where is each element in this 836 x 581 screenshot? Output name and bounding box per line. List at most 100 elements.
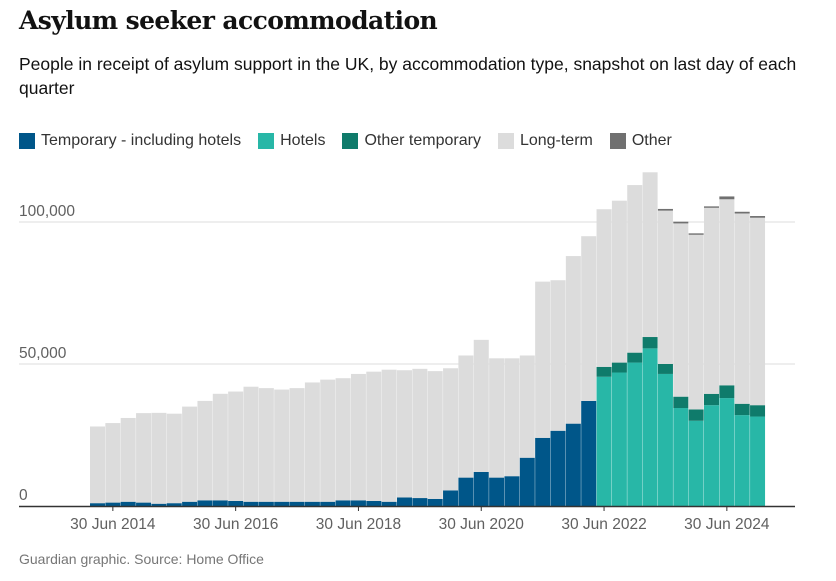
bar-segment [197, 500, 213, 506]
bar-segment [243, 386, 259, 502]
bar-segment [136, 502, 152, 506]
chart-title: Asylum seeker accommodation [19, 6, 438, 35]
y-tick-label: 0 [19, 487, 28, 504]
bar-segment [565, 423, 581, 506]
bar-segment [228, 391, 244, 501]
bar-segment [657, 210, 673, 364]
bar-segment [704, 393, 719, 406]
bar-segment [350, 500, 366, 506]
bar-segment [427, 371, 443, 499]
bar-segment [212, 393, 228, 501]
bar-segment [458, 477, 474, 506]
bar-segment [350, 373, 366, 501]
bar-segment [320, 379, 336, 502]
bar-segment [151, 412, 167, 504]
legend: Temporary - including hotels Hotels Othe… [19, 131, 689, 151]
source-note: Guardian graphic. Source: Home Office [19, 551, 264, 567]
bar-segment [274, 501, 290, 506]
bar-segment [719, 199, 735, 386]
bar-segment [673, 221, 689, 224]
bar-segment [412, 368, 428, 499]
bar-segment [688, 409, 704, 421]
bar-segment [443, 368, 459, 491]
bar-segment [120, 501, 136, 506]
bar-segment [90, 503, 105, 506]
bar-segment [719, 398, 735, 506]
legend-label-other: Other [631, 132, 672, 149]
bar-segment [688, 420, 704, 506]
bar-segment [397, 497, 412, 506]
bar-segment [197, 400, 213, 501]
x-tick-label: 30 Jun 2024 [684, 516, 770, 533]
x-tick-label: 30 Jun 2018 [316, 516, 401, 533]
bar-segment [581, 400, 597, 506]
legend-swatch-other [609, 133, 626, 149]
y-tick-label: 50,000 [19, 345, 67, 362]
bar-segment [627, 362, 643, 506]
bar-segment [750, 405, 766, 417]
x-tick-label: 30 Jun 2022 [561, 516, 646, 533]
bar-segment [212, 500, 228, 506]
bar-segment [688, 234, 704, 410]
bar-segment [565, 256, 581, 424]
bar-segment [458, 355, 474, 478]
y-tick-label: 100,000 [19, 203, 75, 220]
bar-segment [550, 430, 566, 506]
bar-segment [704, 207, 719, 394]
bar-segment [381, 501, 397, 506]
bar-segment [673, 408, 689, 506]
bar-segment [719, 385, 735, 399]
chart-subtitle: People in receipt of asylum support in t… [19, 54, 797, 98]
bar-segment [734, 213, 750, 404]
legend-item-other-temporary: Other temporary [342, 132, 481, 150]
bar-segment [642, 348, 658, 506]
bar-segment [688, 233, 704, 235]
bar-segment [381, 369, 397, 502]
bar-segment [258, 501, 274, 506]
bar-segment [611, 200, 627, 363]
bar-segment [182, 501, 198, 506]
bar-segment [704, 206, 719, 208]
bar-segment [335, 378, 351, 501]
bar-segment [519, 457, 535, 506]
y-axis-labels: 0 50,000 100,000 [19, 203, 75, 504]
bar-segment [750, 216, 766, 218]
bar-segment [151, 503, 167, 506]
bar-segment [366, 500, 382, 506]
bar-segment [105, 502, 121, 506]
bar-segment [427, 498, 443, 506]
bar-segment [304, 382, 320, 502]
bar-segment [473, 471, 489, 506]
bar-segment [673, 223, 689, 397]
bar-segment [243, 501, 259, 506]
legend-swatch-hotels [258, 133, 275, 149]
bar-segment [473, 339, 489, 472]
bar-segment [596, 209, 612, 367]
legend-item-other: Other [609, 132, 672, 150]
legend-label-other-temporary: Other temporary [364, 132, 481, 149]
bar-segment [289, 388, 305, 502]
bar-segment [550, 280, 566, 431]
bar-segment [581, 236, 597, 401]
bar-segment [673, 396, 689, 409]
x-tick-label: 30 Jun 2020 [439, 516, 525, 533]
legend-item-hotels: Hotels [258, 132, 325, 150]
bar-segment [704, 405, 719, 506]
legend-label-temporary: Temporary - including hotels [41, 132, 242, 149]
legend-item-long-term: Long-term [497, 132, 593, 150]
bar-segment [734, 415, 750, 506]
bar-segment [611, 372, 627, 506]
bar-segment [289, 501, 305, 506]
legend-swatch-other-temporary [342, 133, 359, 149]
bar-segment [166, 503, 182, 506]
bar-segment [274, 389, 290, 502]
bar-segment [120, 417, 136, 502]
bars [90, 172, 766, 506]
bar-segment [657, 373, 673, 506]
bar-segment [136, 413, 152, 503]
bar-segment [719, 196, 735, 200]
bar-segment [335, 500, 351, 506]
bar-segment [258, 388, 274, 502]
bar-segment [182, 406, 198, 502]
